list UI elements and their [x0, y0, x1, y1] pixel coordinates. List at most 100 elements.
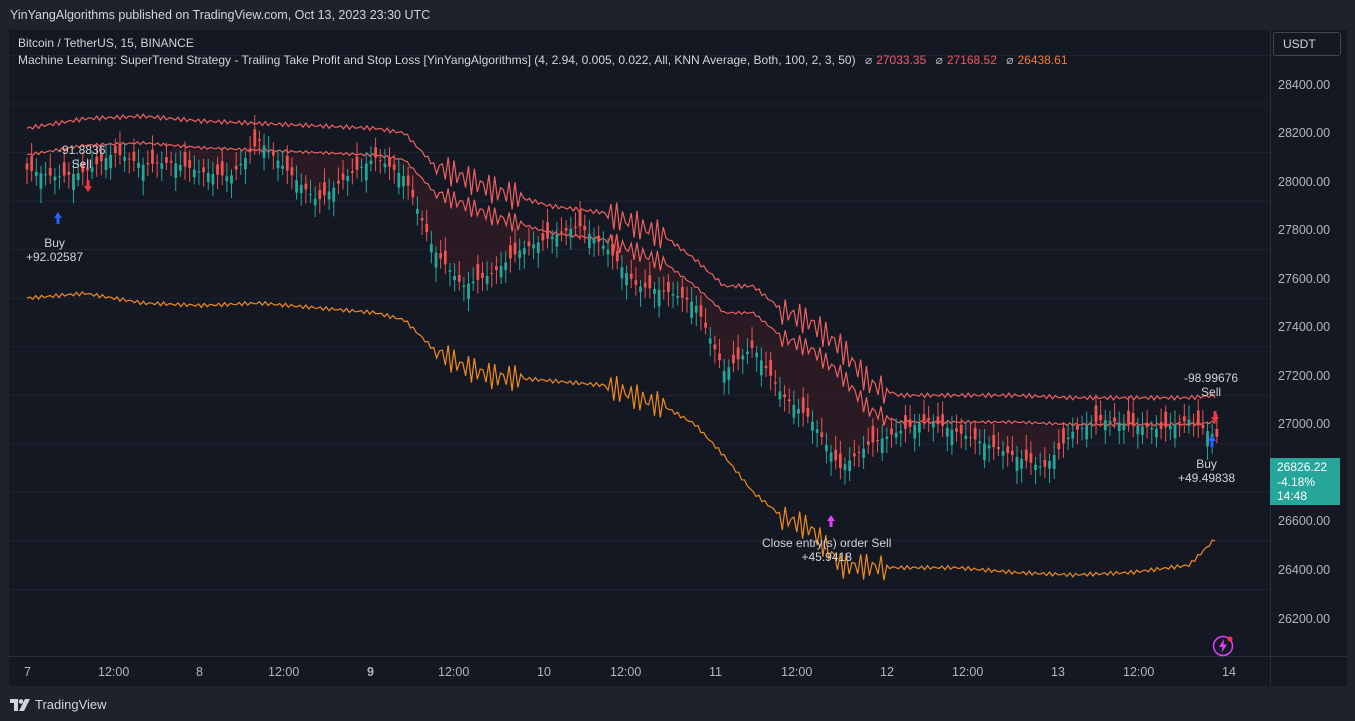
buy-arrow	[54, 212, 62, 224]
candle-body	[634, 280, 638, 285]
candle-body	[690, 301, 694, 318]
time-axis[interactable]	[9, 656, 1270, 687]
candle-body	[262, 145, 266, 158]
candle-body	[192, 169, 196, 178]
trend-band-fill	[172, 135, 1218, 464]
candle-body	[406, 175, 410, 186]
candle-body	[1206, 431, 1209, 447]
price-tick: 27000.00	[1278, 417, 1331, 432]
trade-sell2-value: -98.99676	[1184, 371, 1239, 385]
candle-body	[727, 367, 731, 380]
candle-body	[536, 242, 540, 254]
candle-body	[220, 161, 224, 176]
trade-sell2-text: Sell	[1201, 385, 1222, 399]
candle-body	[857, 451, 861, 453]
candle-body	[248, 148, 252, 153]
candle-body	[123, 156, 127, 161]
candle-body	[862, 448, 866, 458]
candle-body	[574, 226, 577, 228]
candle-body	[685, 297, 689, 300]
candle-body	[67, 171, 71, 175]
candle-body	[113, 145, 117, 154]
time-tick: 12:00	[1123, 665, 1155, 679]
candle-body	[680, 286, 684, 298]
candle-body	[86, 167, 89, 171]
candle-body	[95, 156, 99, 165]
candle-body	[369, 160, 373, 164]
candle-body	[532, 244, 536, 249]
publish-header: YinYangAlgorithms published on TradingVi…	[0, 0, 1355, 30]
candle-body	[629, 273, 633, 279]
candle-body	[648, 275, 652, 289]
candle-body	[811, 421, 814, 431]
candle-body	[1150, 427, 1154, 430]
time-tick: 10	[537, 665, 551, 679]
candle-body	[318, 190, 322, 200]
trade-buy1-label: Buy +92.02587	[26, 236, 83, 264]
candle-body	[917, 422, 921, 433]
currency-selector[interactable]: USDT	[1273, 32, 1341, 56]
chart-pane[interactable]	[9, 30, 1270, 656]
candle-body	[490, 272, 494, 274]
candle-body	[271, 151, 275, 156]
candle-body	[713, 344, 717, 350]
candle-body	[234, 165, 238, 170]
candle-body	[866, 441, 870, 445]
candle-body	[1099, 414, 1103, 421]
candle-body	[513, 242, 517, 255]
footer-bar	[0, 686, 1355, 721]
candle-body	[253, 129, 257, 147]
time-tick: 12	[880, 665, 894, 679]
close-arrow	[827, 515, 835, 527]
candle-body	[894, 432, 898, 438]
candle-body	[146, 162, 150, 165]
candle-body	[448, 270, 452, 272]
candle-body	[541, 233, 545, 241]
candle-body	[364, 163, 368, 181]
candle-body	[467, 283, 470, 299]
candle-body	[169, 160, 173, 163]
candle-body	[1178, 422, 1182, 424]
candle-body	[927, 417, 931, 421]
candle-body	[759, 360, 763, 376]
candle-body	[25, 163, 29, 170]
candle-body	[360, 166, 364, 168]
candle-body	[522, 248, 526, 255]
candle-body	[174, 163, 178, 178]
price-axis[interactable]	[1270, 30, 1347, 656]
tradingview-logo[interactable]: TradingView	[10, 697, 107, 712]
candle-body	[462, 285, 466, 288]
time-tick: 8	[196, 665, 203, 679]
candle-body	[592, 238, 596, 244]
candle-body	[160, 163, 164, 169]
candle-body	[1052, 455, 1056, 469]
candle-body	[1034, 464, 1037, 471]
candle-body	[876, 439, 879, 441]
candle-body	[230, 175, 233, 184]
candle-body	[755, 352, 759, 358]
candle-body	[825, 444, 828, 452]
value2-glyph: ⌀	[935, 53, 943, 67]
candle-body	[439, 253, 443, 259]
candle-body	[309, 194, 312, 196]
candle-body	[1108, 420, 1112, 423]
time-tick: 13	[1051, 665, 1065, 679]
candle-body	[546, 222, 549, 239]
candle-body	[471, 281, 475, 284]
candle-body	[299, 184, 303, 194]
candle-body	[1057, 443, 1061, 450]
candle-body	[81, 162, 85, 173]
candle-body	[578, 210, 582, 227]
lightning-alert-icon[interactable]	[1212, 635, 1234, 657]
candle-body	[732, 354, 735, 364]
chart-canvas[interactable]	[9, 30, 1270, 656]
candle-body	[708, 338, 712, 344]
candle-body	[327, 191, 331, 200]
trade-sell1-value: -91.8836	[58, 143, 106, 157]
candle-body	[1159, 421, 1163, 429]
candle-body	[127, 158, 131, 160]
candle-body	[1066, 437, 1070, 440]
value1-glyph: ⌀	[864, 53, 873, 67]
candle-body	[718, 353, 721, 361]
indicator-title: Machine Learning: SuperTrend Strategy - …	[18, 53, 856, 67]
